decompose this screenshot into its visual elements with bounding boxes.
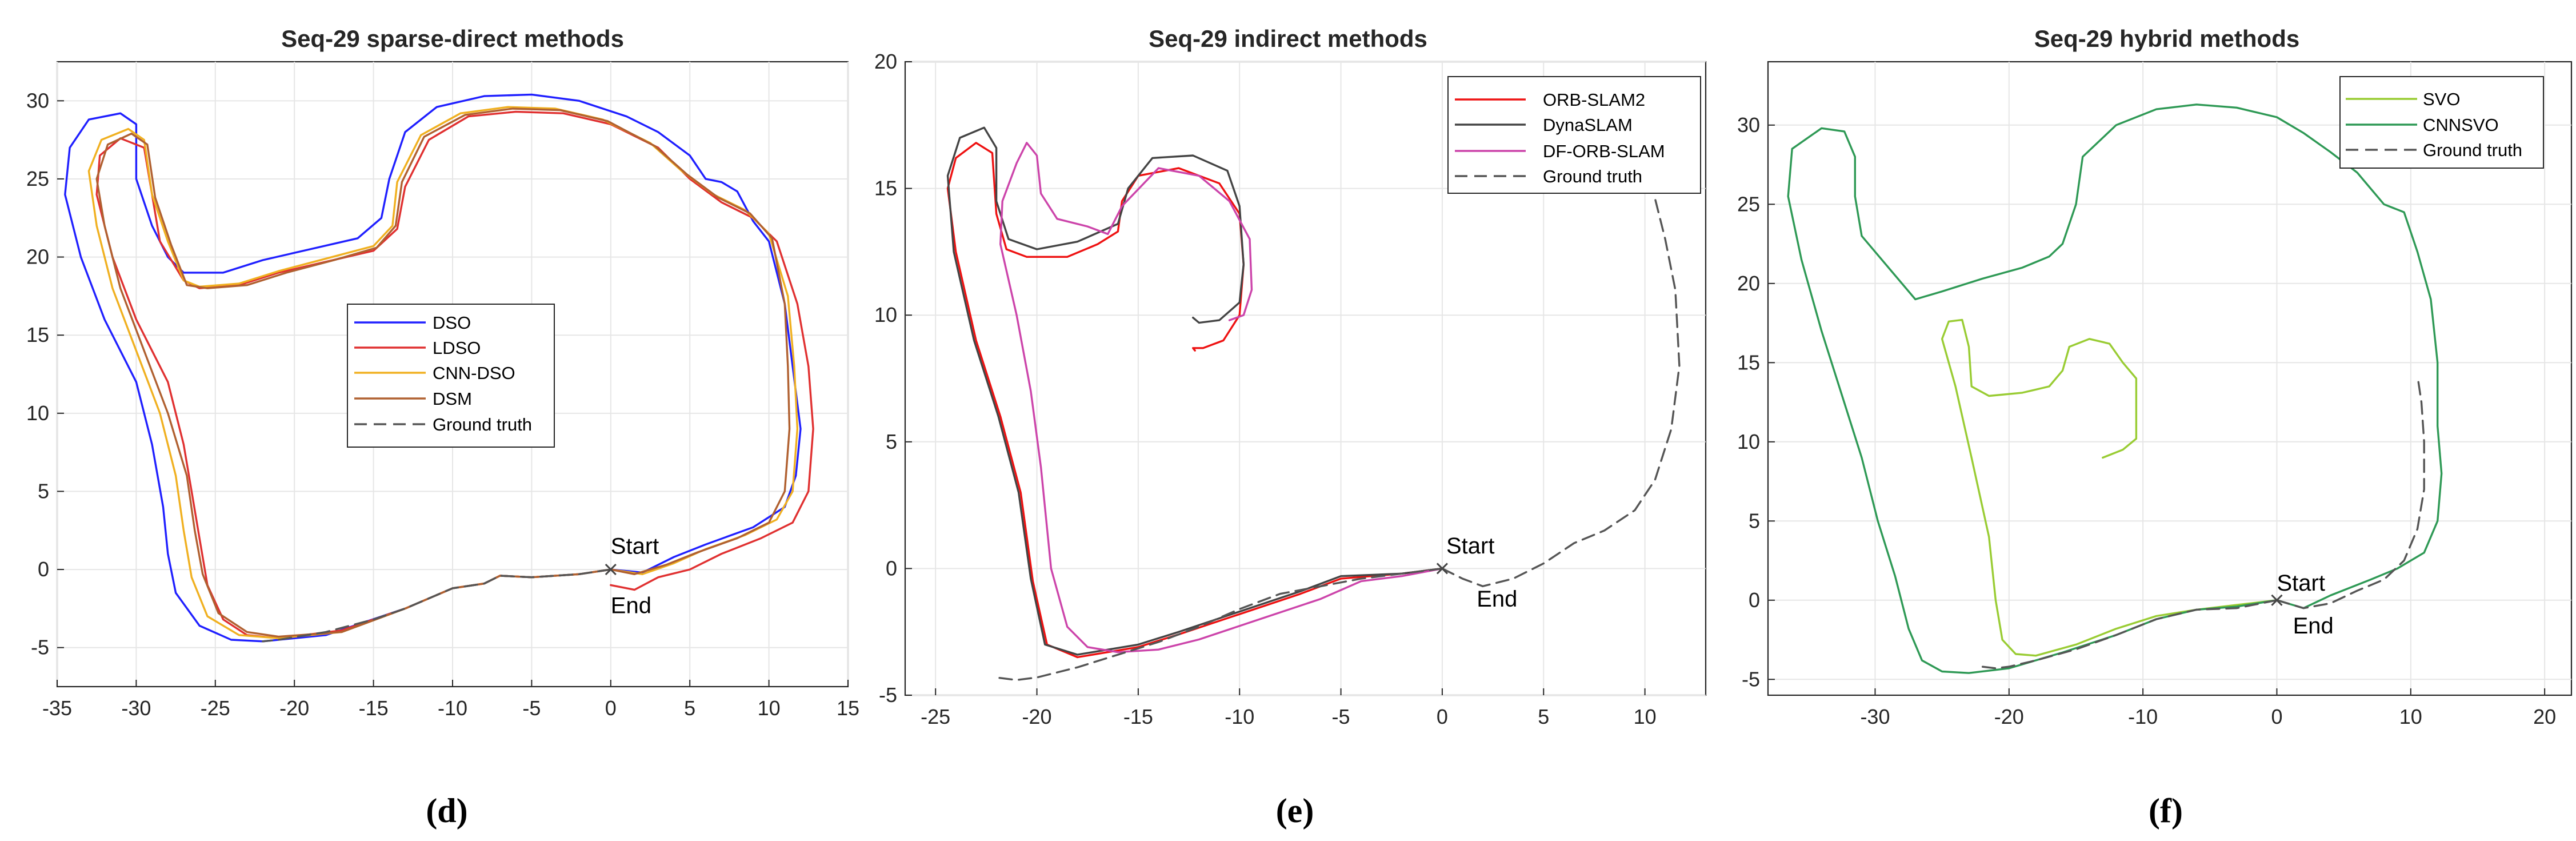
- legend-label: Ground truth: [1543, 166, 1642, 186]
- annotation-end: End: [2293, 613, 2334, 639]
- y-tick-label: 30: [1737, 113, 1760, 137]
- legend-label: CNNSVO: [2423, 115, 2499, 135]
- legend-label: Ground truth: [2423, 140, 2522, 160]
- y-tick-label: 15: [874, 177, 897, 200]
- x-tick-label: 0: [2271, 705, 2282, 728]
- x-tick-label: 20: [2533, 705, 2556, 728]
- series-cnn-dso: [87, 106, 799, 639]
- y-tick-label: -5: [1742, 667, 1760, 691]
- x-tick-label: 15: [837, 696, 859, 720]
- legend-label: DSO: [433, 313, 471, 333]
- legend-label: DF-ORB-SLAM: [1543, 141, 1665, 161]
- legend-box: [2339, 76, 2544, 169]
- y-tick-label: 20: [26, 245, 49, 269]
- x-tick-label: 5: [1538, 705, 1549, 728]
- legend[interactable]: ORB-SLAM2 DynaSLAM DF-ORB-SLAM Ground tr…: [1447, 76, 1701, 194]
- y-tick-label: 25: [1737, 192, 1760, 216]
- x-tick-label: -20: [1022, 705, 1052, 728]
- y-tick-label: -5: [31, 636, 49, 659]
- panel-caption: (f): [2149, 792, 2183, 830]
- x-tick-label: -10: [2128, 705, 2158, 728]
- x-tick-label: 0: [1437, 705, 1448, 728]
- legend-label: DSM: [433, 389, 472, 409]
- x-tick-label: 10: [1634, 705, 1657, 728]
- x-tick-label: -10: [1225, 705, 1254, 728]
- y-tick-label: 15: [1737, 350, 1760, 374]
- x-tick-label: 10: [2399, 705, 2422, 728]
- annotation-start: Start: [611, 534, 659, 559]
- y-tick-label: -5: [879, 683, 897, 707]
- series-ground-truth: [995, 567, 1443, 681]
- panel-indirect: Seq-29 indirect methods -25 -20 -15 -10 -5 0 5…: [874, 25, 1707, 830]
- annotation-start: Start: [1446, 533, 1494, 559]
- legend-label: Ground truth: [433, 414, 532, 435]
- y-tick-label: 15: [26, 323, 49, 346]
- y-tick-label: 5: [1749, 509, 1760, 532]
- x-tick-label: -15: [359, 696, 389, 720]
- x-tick-label: -30: [121, 696, 151, 720]
- x-tick-label: 5: [684, 696, 695, 720]
- y-tick-label: 20: [1737, 272, 1760, 295]
- y-tick-label: 10: [874, 303, 897, 326]
- legend-label: SVO: [2423, 89, 2460, 109]
- legend-label: LDSO: [433, 338, 481, 358]
- y-tick-label: 10: [26, 401, 49, 425]
- y-tick-label: 5: [38, 479, 49, 503]
- start-marker: [1436, 563, 1448, 575]
- series-ground-truth: [1981, 599, 2278, 669]
- series-ground-truth: [1441, 197, 1681, 588]
- series-ground-truth: [2275, 374, 2425, 609]
- x-tick-label: 0: [605, 696, 617, 720]
- y-tick-label: 25: [26, 167, 49, 190]
- y-tick-label: 30: [26, 89, 49, 112]
- start-marker: [2271, 594, 2283, 606]
- legend[interactable]: DSO LDSO CNN-DSO DSM Ground truth: [347, 304, 555, 448]
- annotation-end: End: [611, 593, 651, 619]
- series-ground-truth: [262, 568, 612, 643]
- series-dsm: [95, 107, 791, 638]
- chart-title: Seq-29 sparse-direct methods: [281, 25, 624, 52]
- chart-title: Seq-29 indirect methods: [1149, 25, 1427, 52]
- legend-label: DynaSLAM: [1543, 115, 1633, 135]
- x-tick-label: -25: [201, 696, 230, 720]
- y-tick-label: 0: [38, 557, 49, 581]
- x-tick-label: -20: [279, 696, 309, 720]
- x-tick-label: -30: [1860, 705, 1890, 728]
- y-tick-label: 0: [886, 556, 897, 580]
- x-tick-label: -10: [438, 696, 467, 720]
- panel-hybrid: Seq-29 hybrid methods -30 -20 -10 0 10 20 -5 0 5…: [1737, 25, 2573, 830]
- legend-label: ORB-SLAM2: [1543, 90, 1645, 110]
- series-cnnsvo: [1787, 103, 2443, 674]
- x-tick-label: -35: [42, 696, 72, 720]
- panel-sparse-direct: Seq-29 sparse-direct methods -35 -30 -25 -2…: [26, 25, 859, 830]
- chart-title: Seq-29 hybrid methods: [2034, 25, 2299, 52]
- x-tick-label: -20: [1994, 705, 2024, 728]
- y-tick-label: 5: [886, 430, 897, 453]
- x-tick-label: -5: [522, 696, 541, 720]
- panel-caption: (d): [426, 792, 467, 830]
- start-marker: [605, 564, 617, 576]
- y-tick-label: 20: [874, 50, 897, 73]
- series-df-orb-slam: [999, 142, 1443, 653]
- y-tick-label: 0: [1749, 588, 1760, 612]
- x-tick-label: -15: [1123, 705, 1153, 728]
- annotation-start: Start: [2277, 571, 2325, 596]
- y-tick-label: 10: [1737, 430, 1760, 453]
- legend-box: [1447, 76, 1701, 194]
- annotation-end: End: [1477, 587, 1517, 612]
- panel-caption: (e): [1276, 792, 1314, 830]
- series-svo: [1941, 318, 2278, 657]
- series-dynaslam: [946, 126, 1443, 656]
- x-tick-label: -5: [1332, 705, 1350, 728]
- legend-label: CNN-DSO: [433, 363, 515, 383]
- x-tick-label: 10: [758, 696, 781, 720]
- x-tick-label: -25: [921, 705, 950, 728]
- legend[interactable]: SVO CNNSVO Ground truth: [2339, 76, 2544, 169]
